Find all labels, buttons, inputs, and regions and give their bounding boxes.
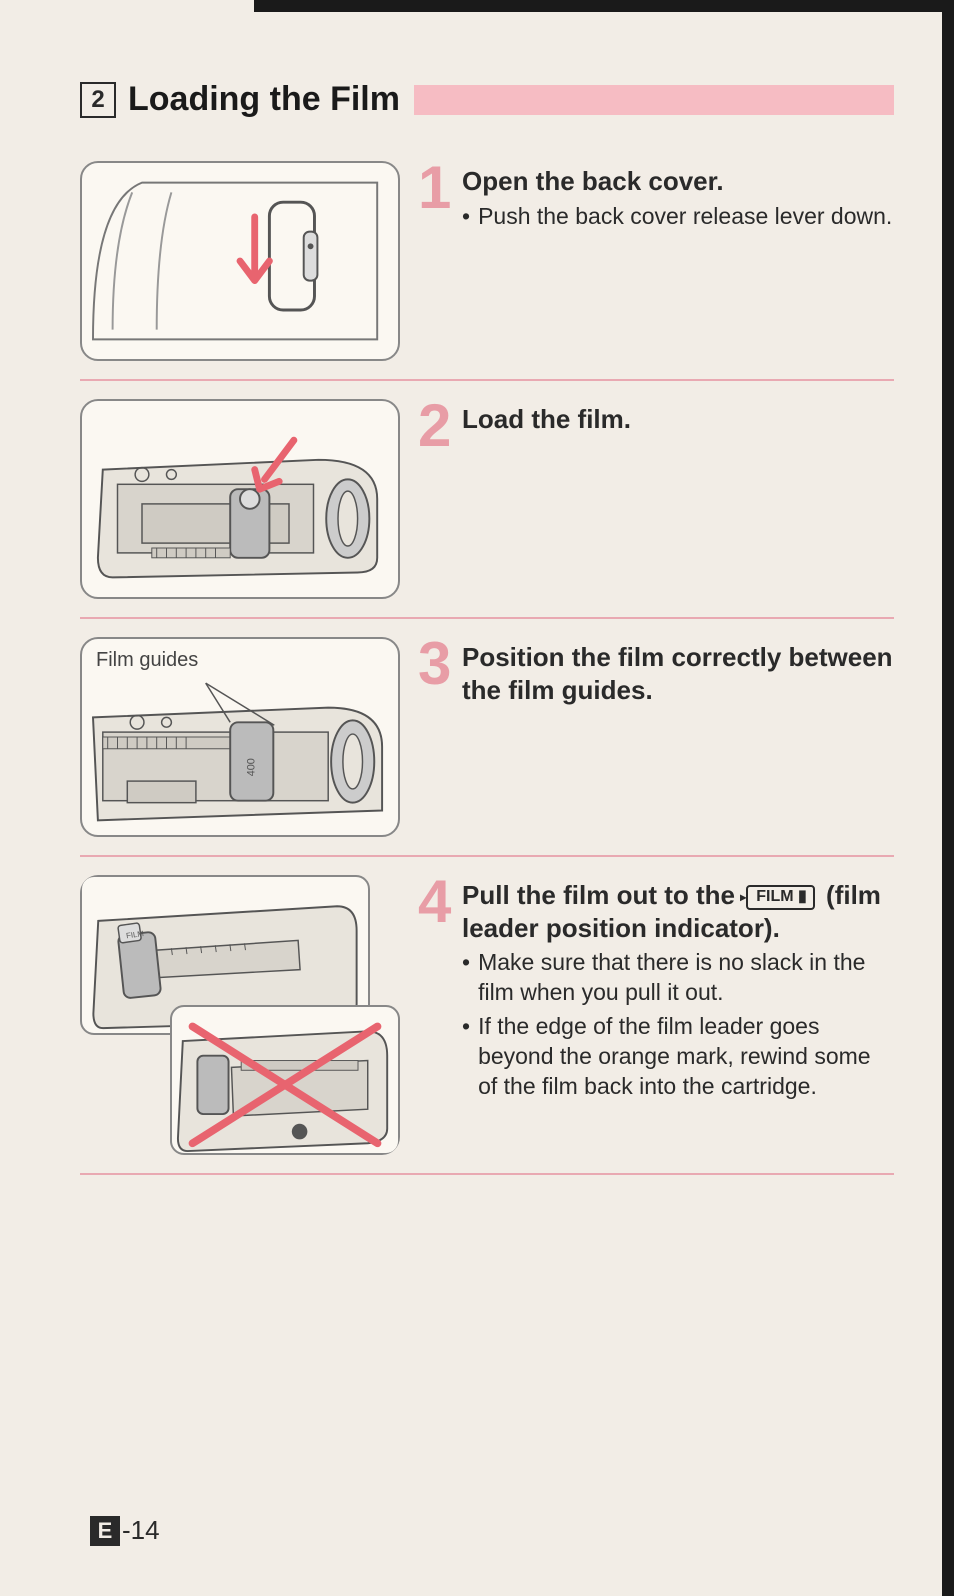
section-number-badge: 2: [80, 82, 116, 118]
section-title-row: 2 Loading the Film: [80, 80, 894, 119]
step-1-heading: Open the back cover.: [462, 165, 892, 198]
film-guides-label: Film guides: [96, 649, 198, 672]
step-1-number: 1: [418, 161, 456, 361]
step-2-heading: Load the film.: [462, 403, 631, 436]
svg-text:400: 400: [246, 758, 258, 776]
section-title: Loading the Film: [128, 80, 400, 119]
step-2: 2 Load the film.: [80, 381, 894, 619]
step-3-number: 3: [418, 637, 456, 837]
step-1: 1 Open the back cover. Push the back cov…: [80, 143, 894, 381]
page-prefix-badge: E: [90, 1516, 120, 1546]
step-4-bullet-1: Make sure that there is no slack in the …: [462, 948, 894, 1008]
step-4-number: 4: [418, 875, 456, 1155]
scan-edge-top: [254, 0, 954, 12]
step-1-illustration: [80, 161, 400, 361]
step-2-illustration: [80, 399, 400, 599]
step-3-illustration: Film guides 400: [80, 637, 400, 837]
section-title-bar: [414, 85, 894, 115]
step-4-illustration: FILM: [80, 875, 400, 1155]
step-3: Film guides 400 3 Position the film corr…: [80, 619, 894, 857]
step-4: FILM 4 Pull the film out to the FILM ▮ (…: [80, 857, 894, 1175]
step-1-bullet-1: Push the back cover release lever down.: [462, 202, 892, 232]
page-number: E-14: [90, 1515, 160, 1546]
step-4-bullet-2: If the edge of the film leader goes beyo…: [462, 1012, 894, 1102]
film-leader-icon: FILM ▮: [746, 885, 815, 910]
scan-edge-right: [942, 0, 954, 1596]
step-3-heading: Position the film correctly between the …: [462, 641, 894, 706]
step-2-number: 2: [418, 399, 456, 599]
step-4-heading: Pull the film out to the FILM ▮ (film le…: [462, 879, 894, 944]
